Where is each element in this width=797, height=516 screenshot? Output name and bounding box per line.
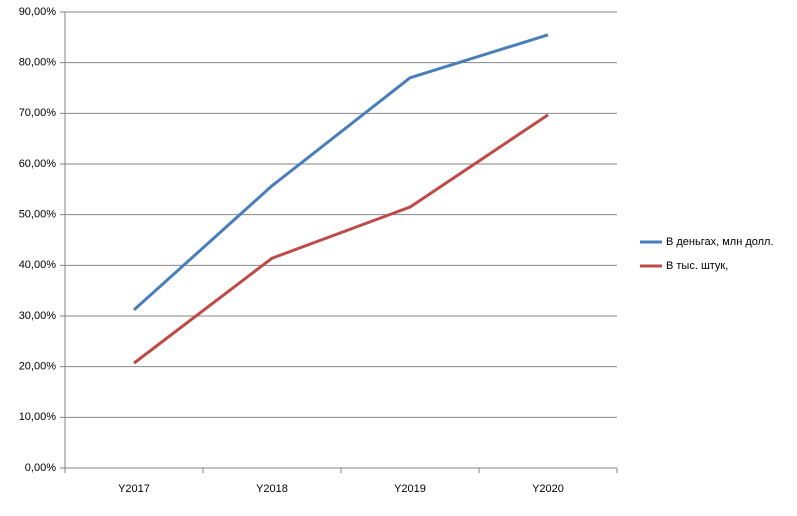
series-line [133, 113, 549, 365]
y-tick-label: 90,00% [19, 6, 57, 18]
y-tick-label: 50,00% [19, 209, 57, 221]
y-tick-label: 0,00% [25, 462, 56, 474]
y-tick-label: 20,00% [19, 361, 57, 373]
x-tick-label: Y2019 [394, 483, 426, 495]
y-tick-label: 10,00% [19, 411, 57, 423]
x-tick-label: Y2018 [256, 483, 288, 495]
y-tick-label: 80,00% [19, 57, 57, 69]
y-tick-label: 40,00% [19, 259, 57, 271]
x-tick-label: Y2020 [532, 483, 564, 495]
y-tick-label: 30,00% [19, 310, 57, 322]
x-tick-label: Y2017 [118, 483, 150, 495]
y-tick-label: 70,00% [19, 107, 57, 119]
y-tick-label: 60,00% [19, 158, 57, 170]
series-line [132, 33, 549, 312]
legend-label: В деньгах, млн долл. [666, 236, 774, 248]
legend-label: В тыс. штук, [666, 260, 728, 272]
